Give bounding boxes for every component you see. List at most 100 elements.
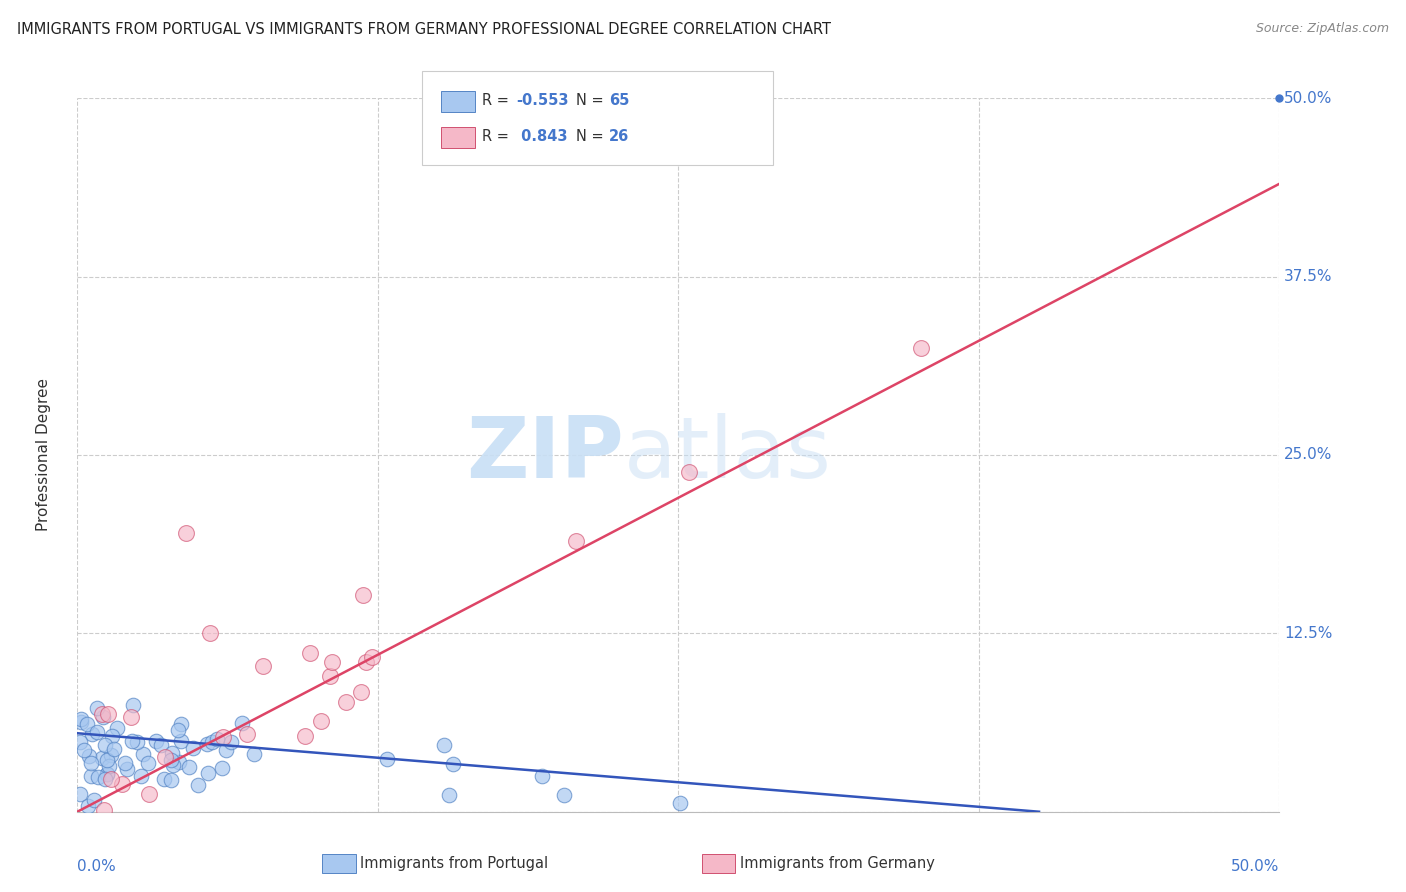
Point (121, 734, 143, 748)
Text: 0.843: 0.843 (516, 129, 568, 144)
Point (122, 698, 145, 712)
Point (375, 752, 398, 766)
Text: IMMIGRANTS FROM PORTUGAL VS IMMIGRANTS FROM GERMANY PROFESSIONAL DEGREE CORRELAT: IMMIGRANTS FROM PORTUGAL VS IMMIGRANTS F… (17, 22, 831, 37)
Point (321, 655, 343, 669)
Point (76, 717, 98, 731)
Text: 65: 65 (609, 94, 628, 108)
Point (170, 734, 193, 748)
Point (77, 749, 100, 764)
Point (69, 787, 91, 801)
Point (162, 758, 184, 772)
Text: atlas: atlas (624, 413, 832, 497)
Point (531, 769, 554, 783)
Point (231, 716, 253, 731)
Point (93, 738, 115, 752)
Point (76, 798, 98, 813)
Point (91, 750, 114, 764)
Point (160, 773, 183, 788)
Point (86, 701, 108, 715)
Point (138, 787, 160, 801)
Point (115, 763, 138, 777)
Point (433, 738, 456, 752)
Point (437, 788, 460, 802)
Point (910, 341, 932, 355)
Point (162, 747, 184, 761)
Point (96, 767, 118, 781)
Text: Immigrants from Germany: Immigrants from Germany (740, 856, 935, 871)
Point (236, 727, 259, 741)
Point (319, 669, 342, 683)
Point (197, 766, 219, 780)
Text: 12.5%: 12.5% (1284, 626, 1333, 640)
Text: 50.0%: 50.0% (1232, 859, 1279, 874)
Text: N =: N = (576, 129, 609, 144)
Point (335, 695, 357, 709)
Point (69, 712, 91, 726)
Point (211, 761, 233, 775)
Point (103, 741, 125, 756)
Point (294, 730, 316, 744)
Point (111, 777, 134, 791)
Point (441, 757, 464, 772)
Point (152, 772, 174, 786)
Point (100, 748, 122, 763)
Point (80, 727, 103, 741)
Point (149, 739, 172, 753)
Point (97, 706, 120, 721)
Point (98, 758, 121, 772)
Point (181, 741, 204, 756)
Text: Immigrants from Portugal: Immigrants from Portugal (360, 856, 548, 871)
Point (205, 731, 228, 746)
Point (90, 706, 112, 721)
Point (132, 747, 155, 762)
Point (114, 756, 136, 770)
Point (219, 735, 242, 749)
Point (352, 588, 374, 602)
Point (100, 730, 122, 744)
Point (96, 754, 118, 768)
Point (69, 714, 91, 729)
Point (198, 626, 221, 640)
Point (145, 734, 167, 748)
Point (127, 735, 149, 749)
Text: 25.0%: 25.0% (1284, 448, 1333, 462)
Text: 50.0%: 50.0% (1284, 91, 1333, 105)
Point (167, 755, 190, 769)
Point (105, 721, 128, 735)
Text: N =: N = (576, 94, 609, 108)
Point (94, 772, 117, 787)
Text: 0.0%: 0.0% (77, 859, 117, 874)
Point (195, 737, 218, 751)
Point (80, 756, 103, 770)
Point (87, 770, 110, 784)
Point (100, 772, 122, 786)
Point (215, 743, 238, 757)
Point (69, 735, 91, 749)
Point (80, 769, 103, 783)
Text: R =: R = (482, 94, 513, 108)
Point (86, 724, 108, 739)
Point (252, 659, 274, 673)
Point (553, 789, 575, 803)
Point (93, 803, 115, 817)
Point (565, 534, 588, 549)
Point (299, 646, 322, 660)
Point (96, 766, 118, 780)
Point (179, 760, 201, 774)
Point (155, 750, 177, 764)
Point (669, 796, 692, 810)
Point (136, 756, 159, 771)
Point (93, 709, 115, 723)
Text: R =: R = (482, 129, 513, 144)
Point (83, 793, 105, 807)
Text: 37.5%: 37.5% (1284, 269, 1333, 284)
Text: -0.553: -0.553 (516, 94, 568, 108)
Point (243, 747, 266, 761)
Text: Source: ZipAtlas.com: Source: ZipAtlas.com (1256, 22, 1389, 36)
Point (160, 753, 183, 767)
Point (350, 684, 373, 698)
Point (211, 730, 233, 744)
Point (360, 650, 382, 665)
Text: Professional Degree: Professional Degree (37, 378, 51, 532)
Point (170, 717, 193, 731)
